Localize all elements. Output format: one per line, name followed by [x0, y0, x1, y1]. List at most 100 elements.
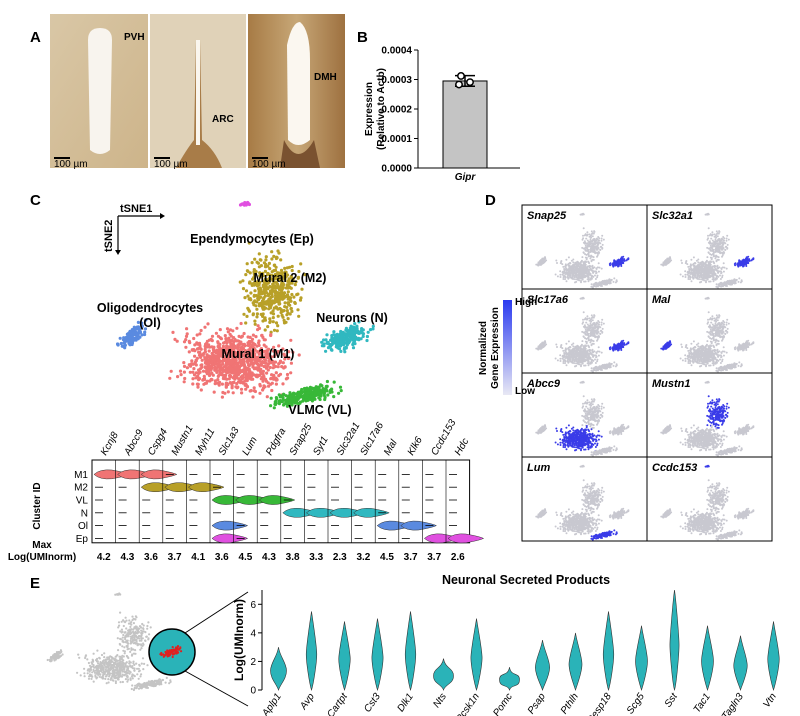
cell-dot: [268, 319, 272, 323]
cell-dot: [335, 335, 339, 339]
cell-dot: [600, 351, 603, 354]
cell-dot: [277, 344, 281, 348]
cell-dot: [590, 274, 593, 277]
cell-dot: [554, 273, 557, 276]
cell-dot: [587, 349, 590, 352]
cell-dot: [130, 341, 135, 345]
cell-dot: [263, 364, 267, 368]
cell-dot: [582, 335, 585, 338]
cell-dot: [353, 329, 357, 333]
cell-dot: [120, 344, 124, 348]
cell-dot: [267, 304, 271, 308]
cell-dot: [706, 272, 709, 275]
cell-dot: [231, 391, 235, 395]
cell-dot: [237, 356, 241, 360]
cell-dot: [259, 295, 263, 299]
cell-dot: [185, 327, 189, 331]
cell-dot: [198, 332, 202, 336]
cell-dot: [691, 275, 694, 278]
cluster-id: Ep: [76, 534, 89, 545]
cell-dot: [573, 348, 576, 351]
cell-dot: [726, 247, 729, 249]
cell-dot: [591, 319, 594, 322]
cell-dot: [579, 213, 582, 216]
cell-dot: [271, 359, 275, 363]
cell-dot: [274, 382, 278, 386]
cell-dot: [289, 306, 293, 311]
cell-dot: [591, 332, 594, 335]
cell-dot: [210, 359, 215, 363]
cell-dot: [224, 337, 228, 341]
cell-dot: [722, 236, 725, 238]
cell-dot: [620, 262, 623, 265]
cell-dot: [595, 242, 597, 245]
cell-dot: [591, 361, 593, 364]
cell-dot: [284, 377, 288, 381]
cell-dot: [285, 283, 289, 287]
cell-dot: [241, 287, 246, 291]
cell-dot: [589, 327, 592, 330]
cell-dot: [224, 370, 229, 374]
cell-dot: [184, 334, 189, 338]
cell-dot: [578, 262, 581, 265]
cell-dot: [589, 257, 592, 260]
cell-dot: [268, 285, 272, 289]
scale-label: 100 µm: [154, 159, 188, 170]
cell-dot: [591, 269, 594, 272]
cell-dot: [597, 262, 600, 265]
cell-dot: [598, 282, 601, 285]
cell-dot: [688, 268, 691, 270]
cell-dot: [303, 273, 307, 277]
cell-dot: [715, 230, 718, 233]
cell-dot: [581, 272, 584, 275]
cell-dot: [285, 313, 289, 317]
cell-dot: [720, 242, 722, 245]
cell-dot: [279, 268, 284, 272]
cell-dot: [717, 267, 720, 270]
cell-dot: [587, 270, 590, 272]
cell-dot: [620, 340, 623, 343]
cell-dot: [241, 279, 245, 283]
cell-dot: [575, 349, 578, 352]
cell-dot: [282, 309, 286, 313]
cell-dot: [609, 264, 612, 267]
cell-dot: [580, 263, 583, 266]
cell-dot: [284, 274, 288, 279]
cell-dot: [228, 350, 232, 354]
cell-dot: [700, 280, 703, 283]
cell-dot: [726, 280, 729, 282]
cell-dot: [687, 276, 690, 279]
cell-dot: [220, 373, 224, 377]
cell-dot: [199, 347, 203, 351]
cell-dot: [561, 354, 564, 357]
max-value: 3.6: [215, 552, 229, 563]
cell-dot: [361, 328, 365, 332]
cell-dot: [265, 371, 269, 375]
cell-dot: [589, 243, 592, 246]
cell-dot: [598, 239, 600, 242]
cell-dot: [200, 363, 204, 367]
cell-dot: [595, 271, 598, 274]
cell-dot: [250, 357, 254, 361]
cell-dot: [241, 354, 245, 358]
cell-dot: [248, 271, 252, 275]
cell-dot: [253, 319, 257, 323]
cell-dot: [258, 280, 262, 284]
cell-dot: [206, 365, 210, 369]
cell-dot: [559, 270, 562, 273]
cell-dot: [195, 333, 199, 337]
cell-dot: [593, 334, 596, 337]
cell-dot: [613, 259, 616, 262]
cell-dot: [562, 356, 565, 359]
cell-dot: [339, 329, 343, 334]
cell-dot: [231, 376, 235, 380]
cell-dot: [273, 263, 277, 267]
cell-dot: [569, 349, 572, 352]
cell-dot: [244, 369, 248, 373]
cell-dot: [252, 386, 256, 390]
cluster-label: (Ol): [139, 316, 161, 330]
cell-dot: [332, 380, 336, 384]
cell-dot: [564, 357, 567, 359]
cell-dot: [325, 384, 329, 388]
cell-dot: [210, 334, 215, 338]
